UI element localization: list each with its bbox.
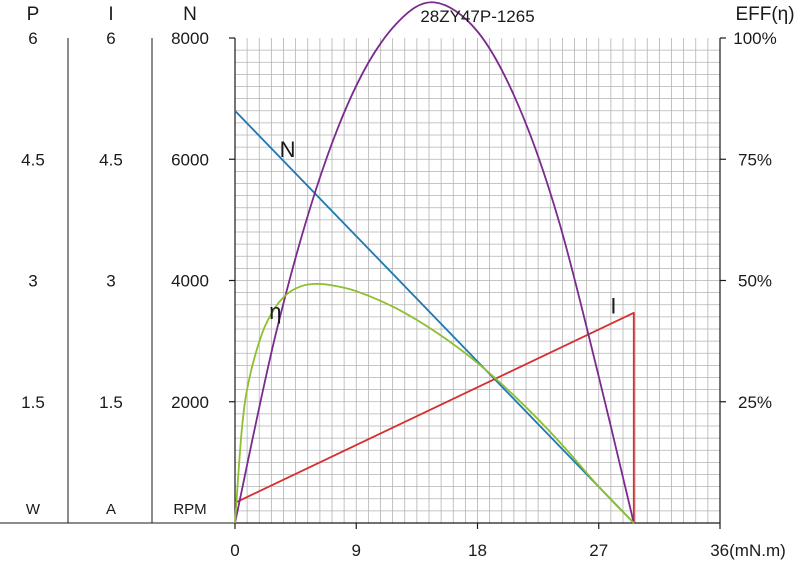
series-n-label: N: [280, 137, 296, 162]
series-i-line: [234, 311, 635, 523]
series-n-line: [234, 110, 635, 524]
series-efficiency-label: η: [269, 299, 281, 324]
left-axis-tick-label: 4.5: [21, 150, 45, 169]
series-i-label: I: [610, 293, 616, 318]
grid: [235, 38, 720, 523]
left-axis-tick-label: 1.5: [21, 393, 45, 412]
curves: [234, 1, 635, 524]
left-axis-tick-label: 4.5: [99, 150, 123, 169]
right-axis-tick-label: 75%: [738, 150, 772, 169]
right-axis-header: EFF(η): [735, 4, 794, 25]
series-p-label: P: [427, 0, 442, 1]
labels: 28ZY47P-1265 0 9 18 27 36(mN.m) EFF(η) 100% 75% 5…: [230, 0, 794, 560]
left-axis-tick-label: 6: [28, 29, 37, 48]
axes: [229, 37, 726, 529]
x-tick-label: 36(mN.m): [710, 541, 786, 560]
x-tick-label: 18: [468, 541, 487, 560]
left-axis-unit-rpm: RPM: [173, 501, 206, 518]
x-tick-label: 0: [230, 541, 239, 560]
left-axis-tick-label: 2000: [171, 393, 209, 412]
x-tick-label: 9: [352, 541, 361, 560]
left-axis-tick-label: 3: [28, 272, 37, 291]
left-axis-header-p: P: [27, 4, 40, 25]
chart-title: 28ZY47P-1265: [420, 7, 534, 26]
series-p-line: [234, 1, 635, 524]
left-axis-header-n: N: [183, 4, 197, 25]
left-axis-tick-label: 4000: [171, 272, 209, 291]
right-axis-tick-label: 25%: [738, 393, 772, 412]
left-axis-tick-label: 8000: [171, 29, 209, 48]
left-axis-unit-w: W: [26, 501, 41, 518]
left-axis-unit-a: A: [106, 501, 116, 518]
right-axis-tick-label: 50%: [738, 272, 772, 291]
left-axis-tick-label: 3: [106, 272, 115, 291]
left-axis-tick-label: 6000: [171, 150, 209, 169]
right-axis-tick-label: 100%: [733, 29, 776, 48]
x-tick-label: 27: [589, 541, 608, 560]
left-axis-tick-label: 1.5: [99, 393, 123, 412]
left-axis-header-i: I: [108, 4, 113, 25]
series-efficiency-line: [234, 282, 635, 524]
left-axis-columns: P 6 4.5 3 1.5 W I 6 4.5 3 1.5 A N 8000 6000 4000 2000 RPM: [0, 4, 235, 524]
left-axis-tick-label: 6: [106, 29, 115, 48]
